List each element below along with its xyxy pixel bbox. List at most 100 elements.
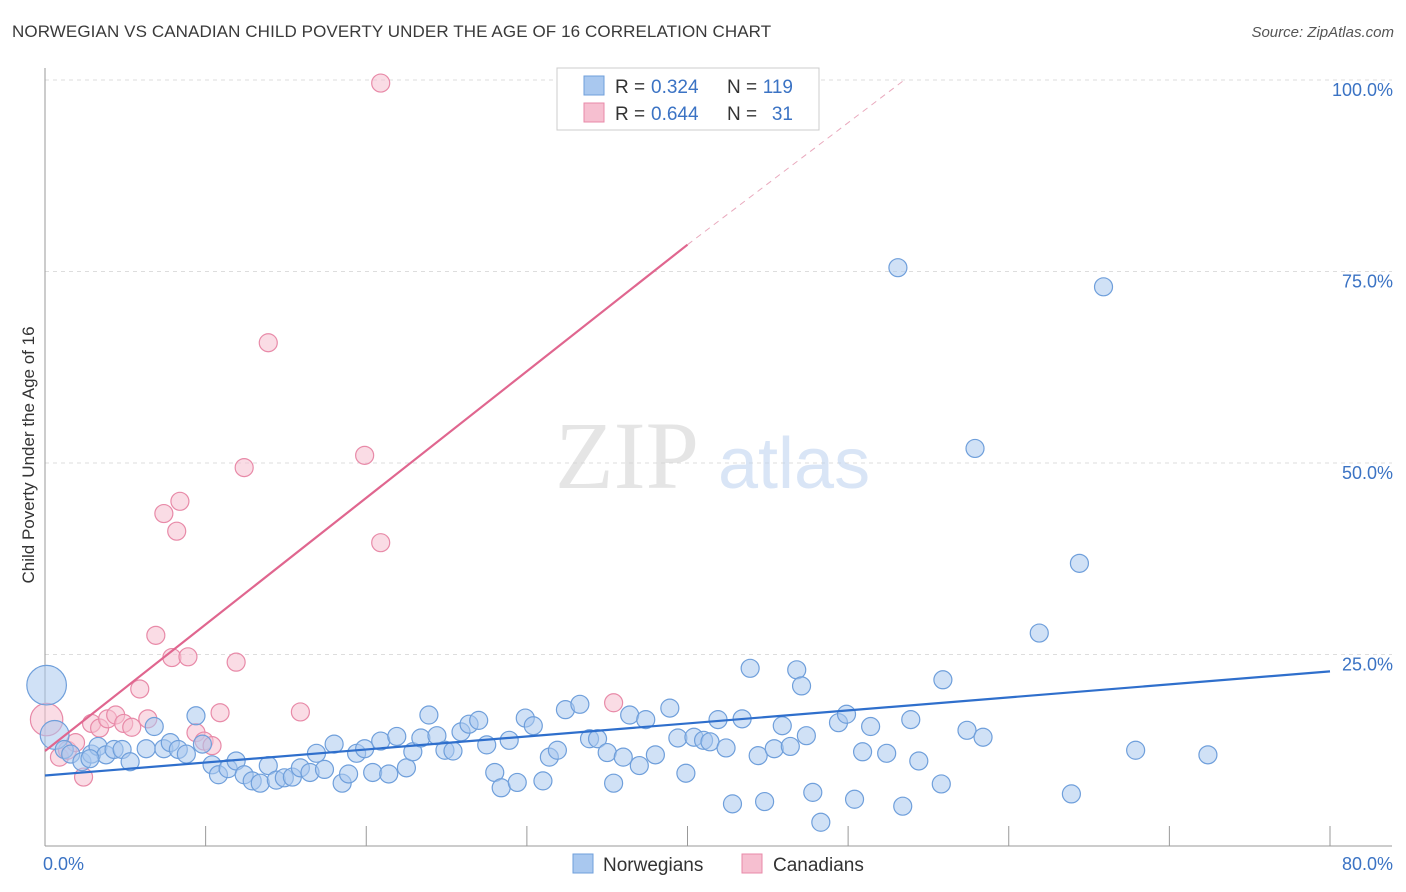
legend-n-value-canadians: 31 xyxy=(772,104,793,125)
legend-box: R = 0.324 N = 119 R = 0.644 N = 31 xyxy=(556,67,820,131)
norwegians-point-42 xyxy=(387,726,407,747)
norwegians-point-56 xyxy=(499,730,519,750)
canadians-point-11 xyxy=(130,679,150,699)
canadians-point-30 xyxy=(604,693,624,713)
norwegians-point-52 xyxy=(469,710,489,730)
legend-n-value-norwegians: 119 xyxy=(763,77,793,98)
norwegians-point-12 xyxy=(144,716,164,737)
norwegians-point-106 xyxy=(933,670,953,690)
norwegians-point-17 xyxy=(186,706,206,726)
norwegians-point-69 xyxy=(613,747,633,767)
norwegians-point-114 xyxy=(1126,740,1146,760)
norwegians-point-98 xyxy=(852,742,873,762)
watermark: ZIP atlas xyxy=(555,402,870,509)
norwegians-point-90 xyxy=(787,660,807,680)
y-tick-label-25: 25.0% xyxy=(1342,655,1393,675)
y-tick-label-75: 75.0% xyxy=(1342,272,1393,292)
norwegians-point-67 xyxy=(597,742,617,763)
norwegians-point-103 xyxy=(901,710,921,730)
y-axis-title: Child Poverty Under the Age of 16 xyxy=(19,326,38,583)
legend-r-value-norwegians: 0.324 xyxy=(651,77,699,98)
canadians-point-26 xyxy=(290,702,310,722)
norwegians-point-73 xyxy=(645,745,665,765)
norwegians-point-107 xyxy=(957,720,977,740)
norwegians-point-91 xyxy=(791,676,812,696)
norwegians-point-116 xyxy=(80,749,100,769)
norwegians-point-93 xyxy=(803,782,823,802)
trend-line-canadians xyxy=(44,243,689,752)
source-label: Source: ZipAtlas.com xyxy=(1251,24,1394,41)
legend-swatch-norwegians xyxy=(583,75,605,96)
y-tick-labels: 25.0% 50.0% 75.0% 100.0% xyxy=(1332,80,1393,675)
norwegians-point-105 xyxy=(931,774,951,794)
norwegians-point-85 xyxy=(748,746,768,766)
norwegians-point-87 xyxy=(764,739,784,759)
norwegians-point-99 xyxy=(861,716,881,737)
watermark-zip: ZIP xyxy=(555,402,699,509)
norwegians-point-18 xyxy=(192,734,213,754)
norwegians-point-64 xyxy=(570,694,590,714)
norwegians-point-96 xyxy=(836,704,857,724)
canadians-point-23 xyxy=(226,652,246,672)
trend-line-norwegians xyxy=(44,670,1331,777)
norwegians-point-74 xyxy=(660,698,680,718)
canadians-point-18 xyxy=(178,647,198,667)
norwegians-point-101 xyxy=(888,258,908,278)
norwegians-point-81 xyxy=(716,738,736,758)
legend-r-label-canadians: R = xyxy=(615,104,645,125)
norwegians-point-94 xyxy=(811,812,831,832)
bottom-legend: Norwegians Canadians xyxy=(572,853,864,876)
trend-lines xyxy=(44,79,1331,777)
norwegians-point-57 xyxy=(507,772,527,793)
norwegians-point-70 xyxy=(620,705,640,725)
chart-title: NORWEGIAN VS CANADIAN CHILD POVERTY UNDE… xyxy=(12,22,772,41)
norwegians-point-55 xyxy=(491,778,511,798)
bottom-legend-label-canadians: Canadians xyxy=(773,855,864,876)
legend-r-label-norwegians: R = xyxy=(615,77,645,98)
canadians-point-17 xyxy=(170,491,190,511)
norwegians-point-88 xyxy=(772,716,792,736)
norwegians-point-100 xyxy=(877,743,897,763)
series-norwegians xyxy=(26,258,1218,832)
x-tick-label-min: 0.0% xyxy=(43,854,84,874)
norwegians-point-68 xyxy=(604,773,624,793)
norwegians-point-109 xyxy=(973,727,993,747)
norwegians-point-104 xyxy=(909,751,929,771)
legend-swatch-canadians xyxy=(583,102,605,123)
y-tick-label-50: 50.0% xyxy=(1342,463,1393,483)
norwegians-point-49 xyxy=(443,741,463,761)
norwegians-point-34 xyxy=(324,734,344,754)
norwegians-point-92 xyxy=(796,726,816,746)
norwegians-point-102 xyxy=(893,796,913,816)
bottom-legend-swatch-canadians xyxy=(741,853,763,874)
norwegians-point-43 xyxy=(396,758,417,778)
norwegians-point-82 xyxy=(722,794,743,814)
norwegians-point-36 xyxy=(338,764,359,784)
norwegians-point-71 xyxy=(629,755,649,776)
x-tick-label-max: 80.0% xyxy=(1342,854,1393,874)
bottom-legend-label-norwegians: Norwegians xyxy=(603,855,703,876)
norwegians-point-84 xyxy=(740,658,760,678)
norwegians-point-86 xyxy=(754,791,775,812)
grid-lines xyxy=(45,79,1392,655)
canadians-point-28 xyxy=(371,533,391,553)
canadians-point-13 xyxy=(146,625,166,645)
trend-line-canadians-extension xyxy=(687,79,905,246)
norwegians-point-108 xyxy=(965,438,985,459)
norwegians-point-75 xyxy=(668,728,688,748)
canadians-point-24 xyxy=(234,457,254,478)
norwegians-point-111 xyxy=(1061,784,1081,804)
x-ticks xyxy=(205,826,1331,846)
canadians-point-27 xyxy=(355,445,375,465)
norwegians-point-11 xyxy=(136,739,156,759)
canadians-point-14 xyxy=(154,503,174,524)
norwegians-point-62 xyxy=(547,740,567,760)
canadians-point-10 xyxy=(122,717,142,737)
norwegians-point-0 xyxy=(26,664,68,706)
canadians-point-25 xyxy=(258,333,278,353)
norwegians-point-76 xyxy=(676,763,696,783)
series-canadians xyxy=(29,73,624,787)
norwegians-point-110 xyxy=(1029,623,1049,643)
norwegians-point-33 xyxy=(314,759,335,780)
